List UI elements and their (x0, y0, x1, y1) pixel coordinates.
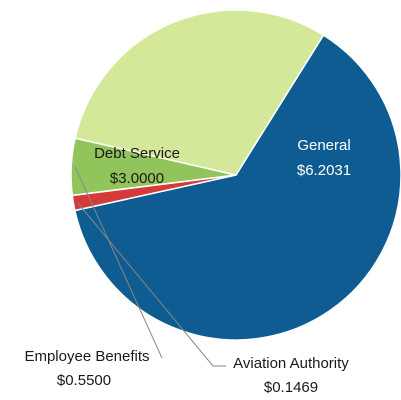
slice-label-employee-benefits: Employee Benefits (24, 348, 149, 365)
slice-value-debt-service: $3.0000 (110, 170, 164, 187)
leader-line-aviation-authority (76, 201, 226, 367)
slice-label-aviation-authority: Aviation Authority (233, 355, 349, 372)
pie-slice-general (73, 34, 401, 341)
slice-value-employee-benefits: $0.5500 (57, 372, 111, 389)
slice-label-debt-service: Debt Service (94, 145, 180, 162)
leader-lines (74, 166, 226, 367)
slice-value-aviation-authority: $0.1469 (264, 379, 318, 396)
slice-label-general: General (297, 137, 350, 154)
pie-slices (70, 9, 401, 341)
pie-slice-debt-service (74, 9, 325, 176)
leader-line-employee-benefits (74, 166, 163, 359)
slice-value-general: $6.2031 (297, 162, 351, 179)
